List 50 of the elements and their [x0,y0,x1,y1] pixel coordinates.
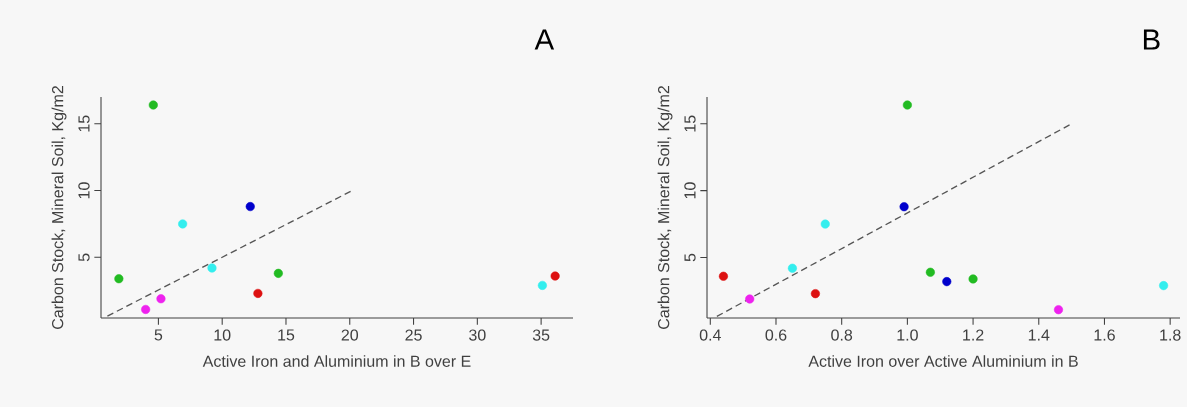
point [537,280,547,290]
point [925,267,935,277]
x-tick-label: 20 [341,329,359,341]
point [148,100,158,110]
point [245,202,255,212]
x-tick-label: 1.0 [897,329,918,341]
point [141,304,151,314]
x-tick-label: 0.6 [765,329,787,341]
y-tick-label: 5 [684,253,696,262]
x-axis-title: Active Iron and Aluminium in B over E [202,355,471,367]
point [745,294,755,304]
y-axis-title: Carbon Stock, Mineral Soil, Kg/m2 [51,86,67,329]
x-tick-label: 1.4 [1028,329,1050,341]
point [207,263,217,273]
y-tick-label: 15 [78,115,90,132]
point [1159,281,1169,291]
x-tick-label: 25 [405,329,422,341]
chart-title: B [1143,29,1160,50]
y-axis-title: Carbon Stock, Mineral Soil, Kg/m2 [657,86,673,329]
point [718,271,728,281]
point [968,274,978,284]
point [273,268,283,278]
point [253,288,263,298]
point [178,219,188,229]
point [899,202,909,212]
point [114,274,124,284]
point [550,271,560,281]
y-tick-label: 10 [684,182,696,199]
x-tick-label: 0.8 [831,329,853,341]
x-tick-label: 5 [154,329,163,341]
x-tick-label: 30 [469,329,486,341]
x-axis-title: Active Iron over Active Aluminium in B [808,355,1078,367]
point [156,294,166,304]
point [902,100,912,110]
x-tick-label: 1.2 [963,329,984,341]
point [942,277,952,287]
chart-title: A [534,29,555,50]
x-tick-label: 1.6 [1094,329,1115,341]
x-tick-label: 15 [278,329,295,341]
x-tick-label: 0.4 [699,329,721,341]
point [787,263,797,273]
y-tick-label: 15 [684,115,696,132]
point [1053,305,1064,315]
x-tick-label: 1.8 [1160,329,1181,341]
x-tick-label: 10 [214,329,231,341]
point [820,219,830,229]
y-tick-label: 10 [78,182,90,199]
y-tick-label: 5 [78,253,90,262]
x-tick-label: 35 [532,329,550,341]
point [810,289,820,299]
